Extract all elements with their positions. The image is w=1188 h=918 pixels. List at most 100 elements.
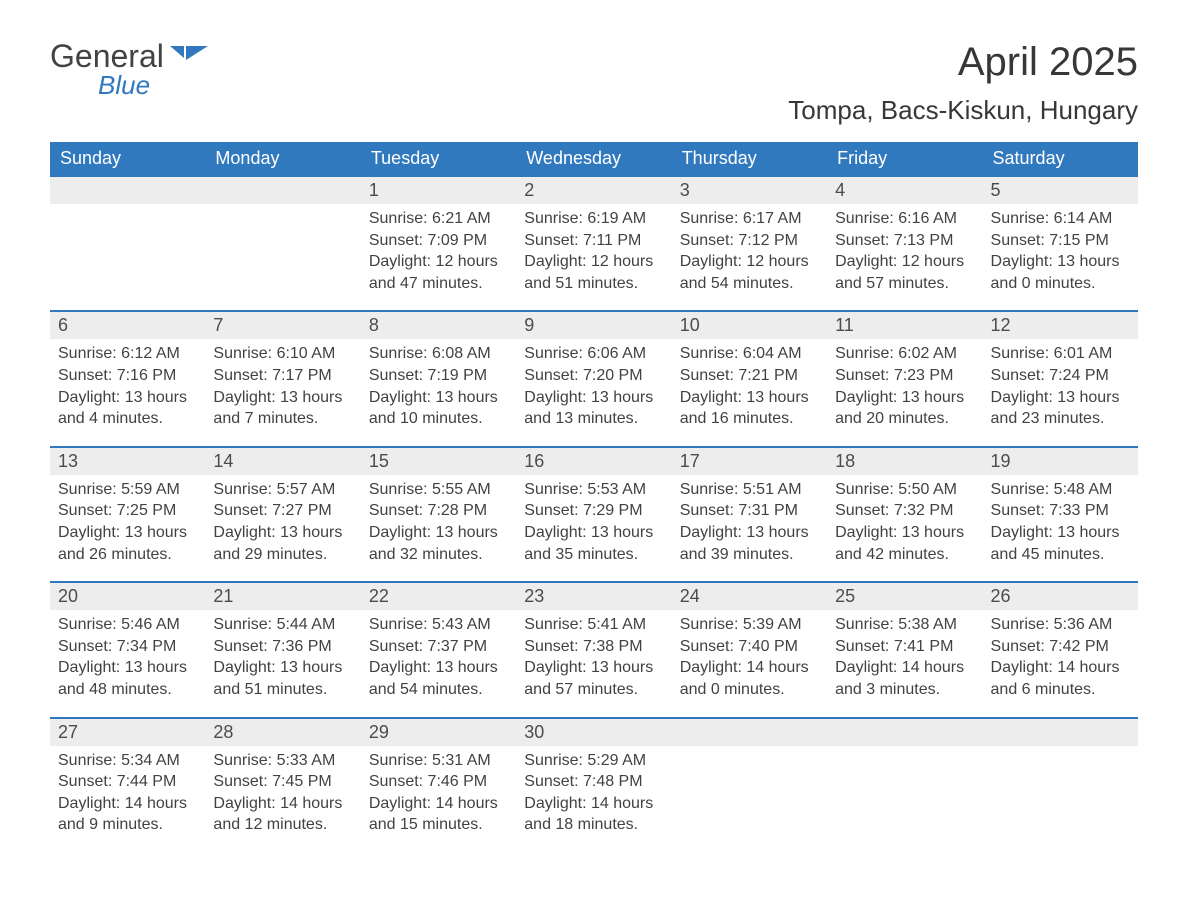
sunset-line: Sunset: 7:46 PM xyxy=(369,771,508,793)
sunrise-line: Sunrise: 6:16 AM xyxy=(835,208,974,230)
sunset-line: Sunset: 7:12 PM xyxy=(680,230,819,252)
day-of-week-header: Friday xyxy=(827,142,982,175)
day-number: 22 xyxy=(361,581,516,610)
calendar-cell: 15 Sunrise: 5:55 AMSunset: 7:28 PMDayligh… xyxy=(361,446,516,581)
daylight-line: Daylight: 14 hours and 12 minutes. xyxy=(213,793,352,836)
daylight-line: Daylight: 12 hours and 57 minutes. xyxy=(835,251,974,294)
daylight-line: Daylight: 12 hours and 47 minutes. xyxy=(369,251,508,294)
sunrise-line: Sunrise: 6:12 AM xyxy=(58,343,197,365)
day-body: Sunrise: 5:34 AMSunset: 7:44 PMDaylight:… xyxy=(50,746,205,852)
calendar-cell: 30Sunrise: 5:29 AMSunset: 7:48 PMDayligh… xyxy=(516,717,671,852)
day-number: 10 xyxy=(672,310,827,339)
daylight-line: Daylight: 13 hours and 7 minutes. xyxy=(213,387,352,430)
calendar-body: 1Sunrise: 6:21 AMSunset: 7:09 PMDaylight… xyxy=(50,175,1138,852)
day-number: 9 xyxy=(516,310,671,339)
calendar-cell: 2Sunrise: 6:19 AMSunset: 7:11 PMDaylight… xyxy=(516,175,671,310)
day-body: Sunrise: 6:19 AMSunset: 7:11 PMDaylight:… xyxy=(516,204,671,310)
day-number: 28 xyxy=(205,717,360,746)
daylight-line: Daylight: 13 hours and 10 minutes. xyxy=(369,387,508,430)
sunset-line: Sunset: 7:42 PM xyxy=(991,636,1130,658)
sunrise-line: Sunrise: 6:10 AM xyxy=(213,343,352,365)
day-body: Sunrise: 5:53 AMSunset: 7:29 PMDaylight:… xyxy=(516,475,671,581)
sunrise-line: Sunrise: 5:44 AM xyxy=(213,614,352,636)
sunset-line: Sunset: 7:19 PM xyxy=(369,365,508,387)
sunset-line: Sunset: 7:40 PM xyxy=(680,636,819,658)
calendar-cell: 21Sunrise: 5:44 AMSunset: 7:36 PMDayligh… xyxy=(205,581,360,716)
sunrise-line: Sunrise: 6:14 AM xyxy=(991,208,1130,230)
sunrise-line: Sunrise: 5:41 AM xyxy=(524,614,663,636)
day-number: 17 xyxy=(672,446,827,475)
day-body: Sunrise: 6:01 AMSunset: 7:24 PMDaylight:… xyxy=(983,339,1138,445)
sunset-line: Sunset: 7:28 PM xyxy=(369,500,508,522)
day-number: 13 xyxy=(50,446,205,475)
sunset-line: Sunset: 7:09 PM xyxy=(369,230,508,252)
day-number: 23 xyxy=(516,581,671,610)
calendar-cell: 20Sunrise: 5:46 AMSunset: 7:34 PMDayligh… xyxy=(50,581,205,716)
sunrise-line: Sunrise: 5:34 AM xyxy=(58,750,197,772)
sunrise-line: Sunrise: 5:39 AM xyxy=(680,614,819,636)
day-body: Sunrise: 5:38 AMSunset: 7:41 PMDaylight:… xyxy=(827,610,982,716)
calendar-cell xyxy=(983,717,1138,852)
day-of-week-header: Thursday xyxy=(672,142,827,175)
calendar-cell: 11Sunrise: 6:02 AMSunset: 7:23 PMDayligh… xyxy=(827,310,982,445)
daylight-line: Daylight: 14 hours and 9 minutes. xyxy=(58,793,197,836)
day-body: Sunrise: 6:02 AMSunset: 7:23 PMDaylight:… xyxy=(827,339,982,445)
day-num-empty xyxy=(983,717,1138,746)
calendar-cell: 8Sunrise: 6:08 AMSunset: 7:19 PMDaylight… xyxy=(361,310,516,445)
daylight-line: Daylight: 13 hours and 29 minutes. xyxy=(213,522,352,565)
day-body: Sunrise: 6:08 AMSunset: 7:19 PMDaylight:… xyxy=(361,339,516,445)
day-of-week-row: SundayMondayTuesdayWednesdayThursdayFrid… xyxy=(50,142,1138,175)
day-body: Sunrise: 5:39 AMSunset: 7:40 PMDaylight:… xyxy=(672,610,827,716)
day-body: Sunrise: 5:46 AMSunset: 7:34 PMDaylight:… xyxy=(50,610,205,716)
calendar-cell xyxy=(672,717,827,852)
day-body: Sunrise: 5:31 AMSunset: 7:46 PMDaylight:… xyxy=(361,746,516,852)
calendar-cell: 25Sunrise: 5:38 AMSunset: 7:41 PMDayligh… xyxy=(827,581,982,716)
sunrise-line: Sunrise: 5:29 AM xyxy=(524,750,663,772)
day-number: 7 xyxy=(205,310,360,339)
calendar-cell: 5Sunrise: 6:14 AMSunset: 7:15 PMDaylight… xyxy=(983,175,1138,310)
day-number: 6 xyxy=(50,310,205,339)
day-number: 29 xyxy=(361,717,516,746)
day-number: 12 xyxy=(983,310,1138,339)
sunrise-line: Sunrise: 5:38 AM xyxy=(835,614,974,636)
day-body: Sunrise: 6:21 AMSunset: 7:09 PMDaylight:… xyxy=(361,204,516,310)
sunset-line: Sunset: 7:36 PM xyxy=(213,636,352,658)
daylight-line: Daylight: 13 hours and 16 minutes. xyxy=(680,387,819,430)
sunset-line: Sunset: 7:41 PM xyxy=(835,636,974,658)
daylight-line: Daylight: 13 hours and 20 minutes. xyxy=(835,387,974,430)
day-number: 15 xyxy=(361,446,516,475)
sunrise-line: Sunrise: 5:55 AM xyxy=(369,479,508,501)
daylight-line: Daylight: 14 hours and 0 minutes. xyxy=(680,657,819,700)
daylight-line: Daylight: 12 hours and 54 minutes. xyxy=(680,251,819,294)
day-number: 4 xyxy=(827,175,982,204)
day-number: 14 xyxy=(205,446,360,475)
calendar-cell: 22Sunrise: 5:43 AMSunset: 7:37 PMDayligh… xyxy=(361,581,516,716)
month-title: April 2025 xyxy=(788,40,1138,85)
daylight-line: Daylight: 13 hours and 32 minutes. xyxy=(369,522,508,565)
day-number: 25 xyxy=(827,581,982,610)
calendar-cell: 9Sunrise: 6:06 AMSunset: 7:20 PMDaylight… xyxy=(516,310,671,445)
day-body: Sunrise: 6:16 AMSunset: 7:13 PMDaylight:… xyxy=(827,204,982,310)
sunset-line: Sunset: 7:20 PM xyxy=(524,365,663,387)
calendar-cell xyxy=(205,175,360,310)
calendar-cell: 18Sunrise: 5:50 AMSunset: 7:32 PMDayligh… xyxy=(827,446,982,581)
day-body: Sunrise: 5:36 AMSunset: 7:42 PMDaylight:… xyxy=(983,610,1138,716)
sunrise-line: Sunrise: 5:46 AM xyxy=(58,614,197,636)
sunset-line: Sunset: 7:25 PM xyxy=(58,500,197,522)
calendar-week-row: 13 Sunrise: 5:59 AMSunset: 7:25 PM Dayligh… xyxy=(50,446,1138,581)
calendar-cell: 13Sunrise: 5:59 AMSunset: 7:25 PMDayligh… xyxy=(50,446,205,581)
day-of-week-header: Monday xyxy=(205,142,360,175)
sunset-line: Sunset: 7:15 PM xyxy=(991,230,1130,252)
day-body: Sunrise: 5:41 AMSunset: 7:38 PMDaylight:… xyxy=(516,610,671,716)
calendar-cell: 16Sunrise: 5:53 AMSunset: 7:29 PMDayligh… xyxy=(516,446,671,581)
sunrise-line: Sunrise: 6:06 AM xyxy=(524,343,663,365)
sunrise-line: Sunrise: 5:59 AM xyxy=(58,479,197,501)
day-body: Sunrise: 5:50 AMSunset: 7:32 PMDaylight:… xyxy=(827,475,982,581)
day-num-empty xyxy=(672,717,827,746)
sunrise-line: Sunrise: 6:19 AM xyxy=(524,208,663,230)
sunset-line: Sunset: 7:29 PM xyxy=(524,500,663,522)
sunrise-line: Sunrise: 5:36 AM xyxy=(991,614,1130,636)
calendar-cell: 4Sunrise: 6:16 AMSunset: 7:13 PMDaylight… xyxy=(827,175,982,310)
calendar-cell: 24Sunrise: 5:39 AMSunset: 7:40 PMDayligh… xyxy=(672,581,827,716)
day-body: Sunrise: 5:57 AMSunset: 7:27 PMDaylight:… xyxy=(205,475,360,581)
